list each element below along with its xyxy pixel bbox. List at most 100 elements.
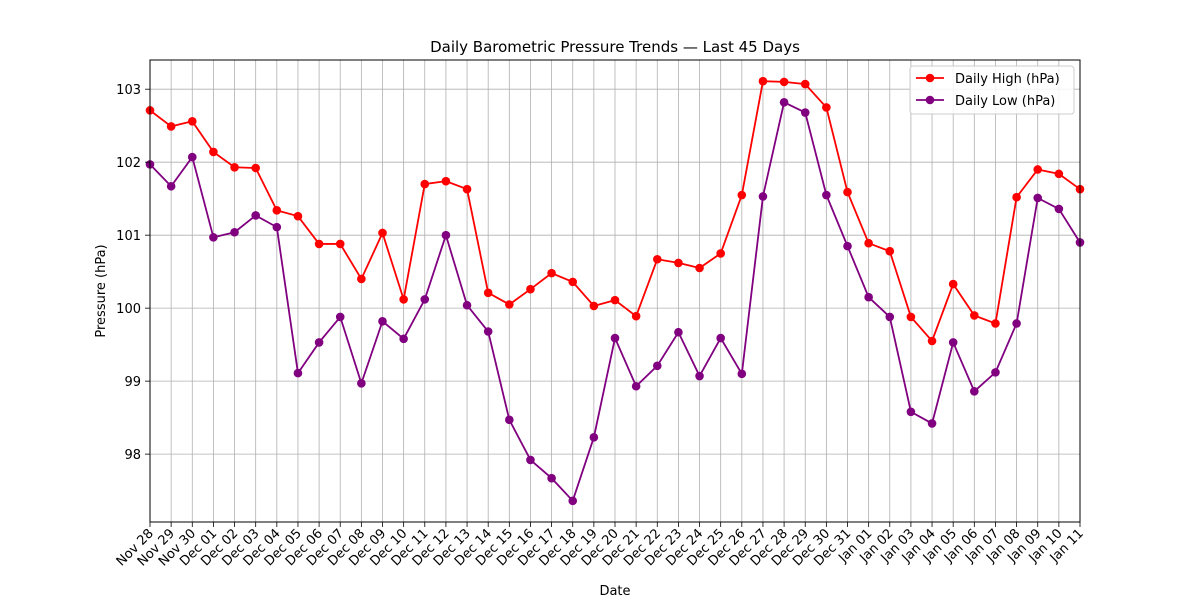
data-point (864, 292, 873, 302)
data-point (948, 279, 958, 289)
data-point (166, 122, 176, 131)
data-point (547, 473, 556, 483)
data-point (758, 192, 768, 201)
data-point (399, 295, 408, 304)
data-point (991, 368, 1000, 377)
data-point (441, 230, 451, 240)
data-point (652, 361, 662, 371)
data-point (209, 233, 218, 242)
legend-marker (925, 95, 935, 105)
data-point (779, 98, 789, 107)
data-point (209, 147, 218, 157)
data-point (293, 368, 303, 378)
data-point (1054, 204, 1064, 214)
data-point (695, 371, 704, 381)
data-point (737, 369, 747, 379)
data-point (547, 268, 556, 278)
data-point (187, 117, 197, 126)
data-point (610, 333, 620, 343)
data-point (187, 152, 197, 162)
legend: Daily High (hPa) Daily Low (hPa) (909, 65, 1075, 115)
y-tick-label: 101 (116, 229, 141, 244)
data-point (251, 211, 260, 220)
data-point (758, 76, 768, 86)
data-point (800, 108, 810, 117)
data-point (420, 179, 430, 189)
data-point (948, 338, 958, 347)
legend-label: Daily High (hPa) (955, 72, 1060, 87)
x-axis-label: Date (599, 584, 630, 599)
data-point (610, 295, 620, 305)
data-point (293, 211, 303, 221)
data-point (357, 379, 366, 388)
data-point (483, 327, 493, 336)
data-point (885, 312, 895, 322)
y-tick-label: 98 (124, 448, 141, 463)
data-point (737, 190, 747, 200)
series-daily-low (145, 98, 1085, 506)
data-point (906, 312, 916, 322)
data-point (970, 387, 979, 396)
data-point (314, 338, 324, 347)
data-point (631, 381, 641, 391)
data-point (166, 181, 176, 191)
chart-title: Daily Barometric Pressure Trends — Last … (430, 38, 800, 56)
data-point (822, 103, 831, 112)
y-tick-label: 102 (116, 156, 141, 171)
data-point (589, 301, 599, 311)
data-point (631, 311, 641, 321)
data-point (378, 228, 387, 238)
data-point (652, 254, 662, 264)
data-point (483, 288, 493, 298)
data-point (843, 187, 852, 197)
y-tick-label: 100 (116, 302, 141, 317)
data-point (674, 258, 683, 268)
data-point (1012, 192, 1021, 202)
legend-marker (925, 73, 935, 83)
y-axis-label: Pressure (hPa) (94, 244, 109, 337)
data-point (441, 176, 451, 186)
data-point (462, 300, 472, 310)
data-point (927, 336, 937, 346)
data-point (991, 319, 1000, 328)
data-point (420, 295, 430, 304)
y-tick-label: 103 (116, 83, 141, 98)
legend-label: Daily Low (hPa) (955, 94, 1055, 109)
data-point (716, 333, 725, 343)
data-point (568, 496, 578, 506)
data-point (462, 184, 472, 194)
y-tick-label: 99 (124, 375, 141, 390)
data-point (568, 277, 578, 287)
data-point (864, 238, 873, 248)
data-point (970, 311, 979, 320)
data-point (1033, 193, 1043, 203)
data-point (1033, 165, 1043, 174)
data-point (357, 274, 366, 284)
data-point (906, 407, 916, 417)
data-point (779, 77, 789, 87)
data-point (695, 263, 704, 273)
data-point (927, 419, 937, 428)
data-point (822, 190, 831, 200)
data-point (505, 415, 514, 425)
series-daily-high (145, 76, 1085, 346)
data-point (230, 227, 239, 237)
data-point (378, 316, 387, 326)
data-point (314, 239, 324, 249)
data-point (230, 162, 239, 172)
data-point (589, 433, 599, 442)
data-point (716, 249, 725, 258)
data-point (272, 222, 282, 232)
data-point (885, 246, 895, 256)
data-point (800, 79, 810, 89)
data-point (251, 163, 260, 173)
data-point (526, 455, 535, 465)
data-point (674, 327, 683, 337)
data-point (272, 206, 282, 215)
data-point (335, 312, 345, 322)
data-point (1054, 169, 1064, 179)
data-point (505, 300, 514, 309)
data-point (526, 284, 535, 294)
data-point (1012, 319, 1021, 328)
